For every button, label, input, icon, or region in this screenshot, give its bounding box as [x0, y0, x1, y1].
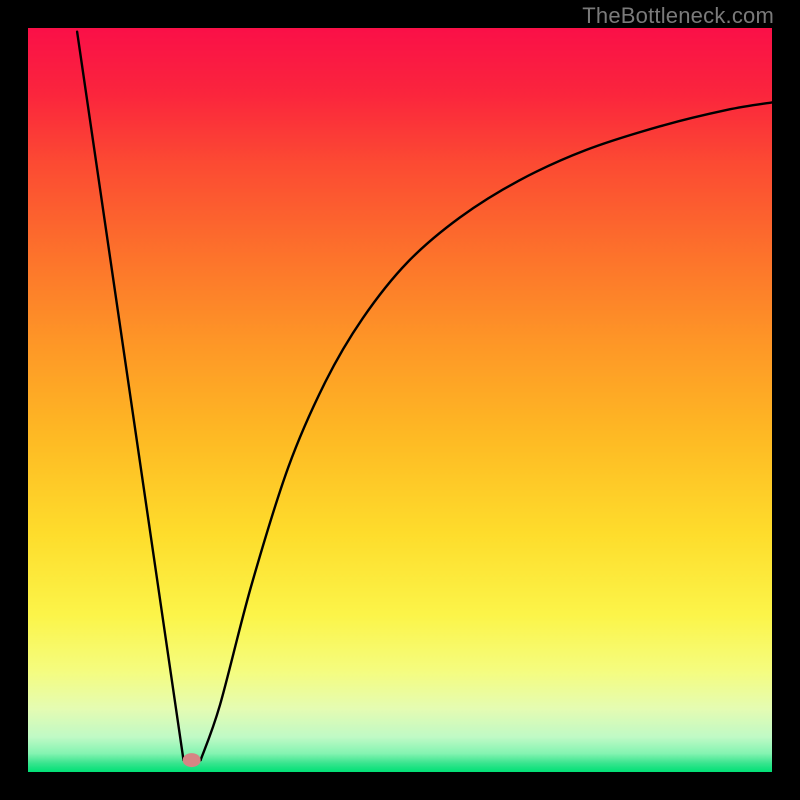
watermark-label: TheBottleneck.com	[582, 3, 774, 29]
curve-overlay	[28, 28, 772, 772]
curve-right-branch	[201, 102, 772, 760]
chart-container: TheBottleneck.com	[0, 0, 800, 800]
curve-left-branch	[77, 32, 183, 760]
optimum-marker	[183, 753, 201, 767]
